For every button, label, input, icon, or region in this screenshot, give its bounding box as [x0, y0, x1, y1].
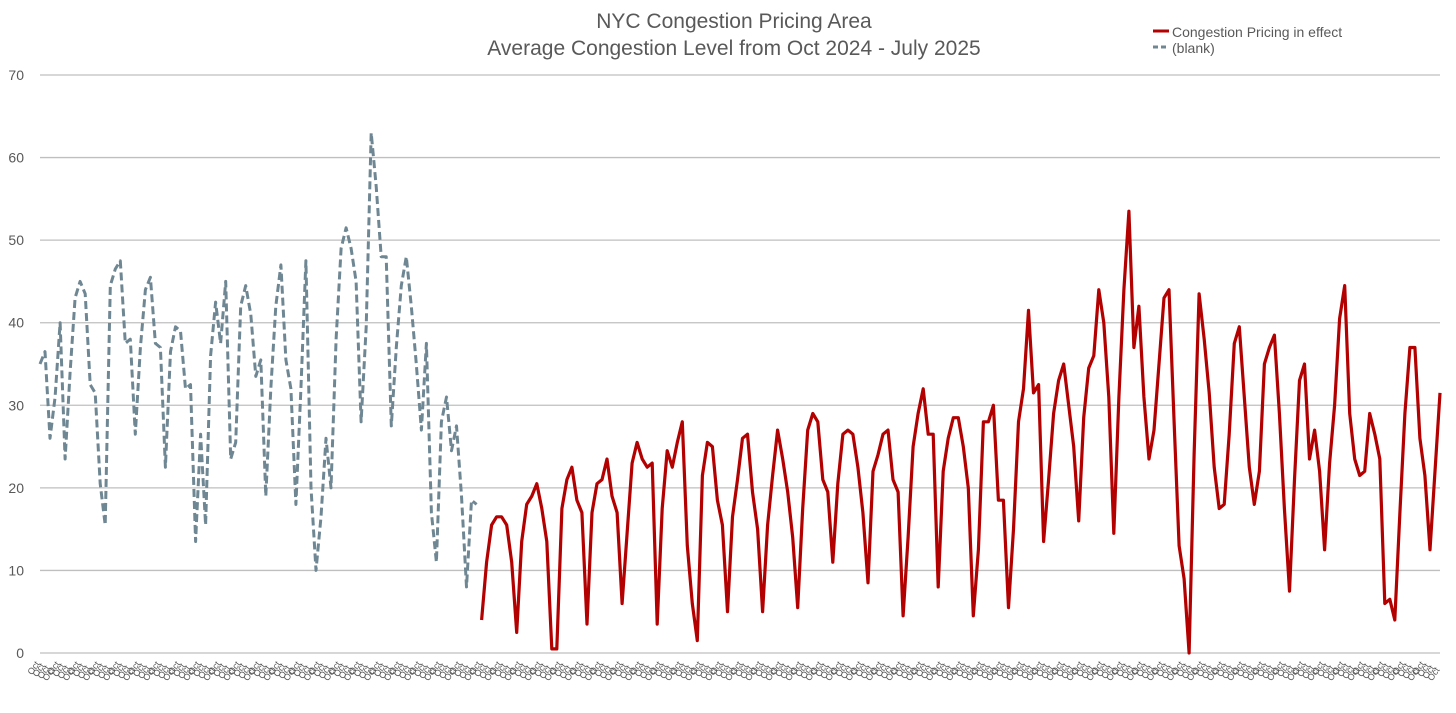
y-tick-label: 0 [16, 645, 24, 661]
y-tick-label: 60 [8, 150, 24, 166]
y-tick-label: 50 [8, 232, 24, 248]
x-axis-ticks: OctOctOctOctOctOctOctOctOctOctOctOctOctO… [25, 659, 1442, 683]
y-tick-label: 40 [8, 315, 24, 331]
series-line-blank [38, 131, 478, 589]
y-tick-label: 20 [8, 480, 24, 496]
chart-title-line-2: Average Congestion Level from Oct 2024 -… [487, 37, 980, 60]
gridlines [40, 74, 1440, 654]
y-tick-label: 30 [8, 397, 24, 413]
legend: Congestion Pricing in effect (blank) [1153, 24, 1342, 56]
chart-title-line-1: NYC Congestion Pricing Area [596, 10, 872, 33]
legend-item-congestion-pricing: Congestion Pricing in effect [1153, 24, 1342, 40]
series-lines [38, 131, 1442, 655]
legend-label-blank: (blank) [1172, 40, 1215, 56]
legend-label-congestion-pricing: Congestion Pricing in effect [1172, 24, 1342, 40]
y-axis-ticks: 0 10 20 30 40 50 60 70 [8, 67, 24, 661]
series-line-congestion-pricing [480, 209, 1442, 655]
y-tick-label: 10 [8, 562, 24, 578]
legend-item-blank: (blank) [1153, 40, 1215, 56]
y-tick-label: 70 [8, 67, 24, 83]
